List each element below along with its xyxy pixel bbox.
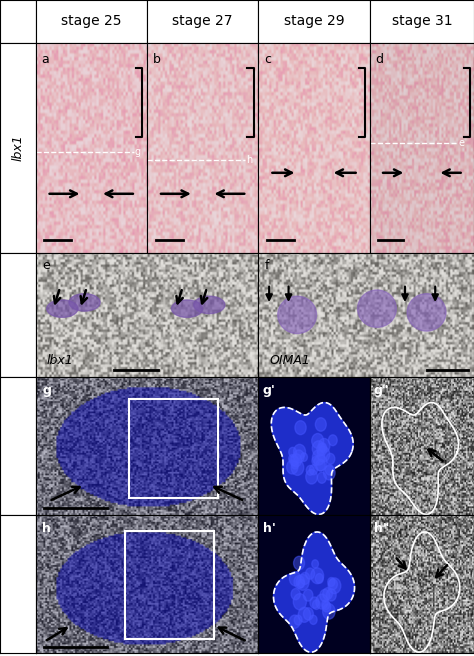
Text: d: d [375,53,383,66]
Circle shape [293,594,306,610]
Text: lbx1: lbx1 [46,354,73,367]
Circle shape [306,568,315,579]
Text: h': h' [263,522,276,535]
Circle shape [315,418,326,431]
Circle shape [323,604,335,619]
Circle shape [306,470,318,484]
Text: c: c [264,53,271,66]
Text: e: e [458,138,465,148]
Circle shape [289,615,300,628]
Circle shape [312,560,319,568]
Circle shape [306,465,314,475]
Text: stage 31: stage 31 [392,14,452,28]
Circle shape [316,459,325,471]
Circle shape [315,573,323,583]
Circle shape [294,615,302,625]
Circle shape [300,573,310,584]
Circle shape [317,447,330,462]
Circle shape [295,420,306,435]
Circle shape [312,457,319,466]
Circle shape [318,472,326,483]
Circle shape [298,607,310,623]
Text: g: g [42,384,51,397]
Text: OIMA1: OIMA1 [269,354,310,367]
Circle shape [312,600,320,609]
Circle shape [316,594,328,609]
Bar [129,400,218,499]
Text: g: g [135,147,141,157]
Text: g': g' [263,384,276,397]
Circle shape [301,453,308,461]
Circle shape [69,294,100,311]
Circle shape [294,575,304,588]
Circle shape [289,447,297,457]
Circle shape [291,588,300,600]
Circle shape [194,296,225,314]
Circle shape [328,579,337,590]
Circle shape [320,589,330,602]
Circle shape [293,556,305,570]
Circle shape [312,434,324,448]
Circle shape [291,460,304,476]
Text: h": h" [374,522,390,535]
Polygon shape [273,532,355,652]
Text: b: b [153,53,160,66]
Circle shape [314,455,327,471]
Ellipse shape [407,294,446,331]
Text: e: e [42,259,50,272]
Circle shape [317,443,327,456]
Text: lbx1: lbx1 [11,134,24,161]
Circle shape [287,460,298,474]
Circle shape [290,455,298,466]
Polygon shape [271,403,353,514]
Text: stage 29: stage 29 [284,14,344,28]
Circle shape [290,571,301,586]
Circle shape [292,461,299,469]
Circle shape [303,589,313,601]
Circle shape [325,464,334,475]
Circle shape [319,438,330,453]
Circle shape [326,589,336,601]
Circle shape [323,588,332,600]
Text: h: h [246,155,252,165]
Circle shape [328,577,335,586]
Circle shape [311,568,324,584]
Circle shape [296,575,309,590]
Circle shape [328,435,337,445]
Circle shape [289,455,295,463]
Circle shape [46,300,78,318]
Text: h: h [42,522,51,535]
Circle shape [293,444,306,459]
Circle shape [322,600,330,609]
Text: f: f [265,259,269,272]
Circle shape [293,450,304,463]
Circle shape [312,450,325,465]
Circle shape [322,602,331,612]
Text: a: a [41,53,49,66]
Ellipse shape [278,296,317,333]
Ellipse shape [357,290,396,327]
Circle shape [310,615,317,625]
Circle shape [323,466,335,480]
Circle shape [298,579,305,588]
Circle shape [326,453,335,464]
Circle shape [312,441,325,457]
Circle shape [303,607,313,620]
Circle shape [310,464,318,475]
Circle shape [310,597,319,608]
Text: stage 25: stage 25 [61,14,121,28]
Text: stage 27: stage 27 [173,14,233,28]
Circle shape [291,454,301,467]
Text: g": g" [374,384,390,397]
Circle shape [172,300,202,318]
Circle shape [328,578,341,594]
Circle shape [319,443,326,452]
Bar [125,531,214,639]
